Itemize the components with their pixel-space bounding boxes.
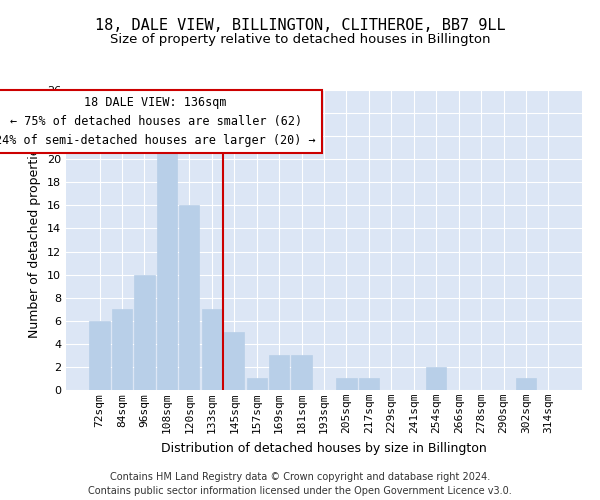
Y-axis label: Number of detached properties: Number of detached properties — [28, 142, 41, 338]
Text: Contains public sector information licensed under the Open Government Licence v3: Contains public sector information licen… — [88, 486, 512, 496]
Bar — [112, 309, 132, 390]
Text: Contains HM Land Registry data © Crown copyright and database right 2024.: Contains HM Land Registry data © Crown c… — [110, 472, 490, 482]
Bar — [89, 321, 110, 390]
Bar — [247, 378, 267, 390]
Text: 18, DALE VIEW, BILLINGTON, CLITHEROE, BB7 9LL: 18, DALE VIEW, BILLINGTON, CLITHEROE, BB… — [95, 18, 505, 32]
Text: Size of property relative to detached houses in Billington: Size of property relative to detached ho… — [110, 32, 490, 46]
Text: 18 DALE VIEW: 136sqm
← 75% of detached houses are smaller (62)
24% of semi-detac: 18 DALE VIEW: 136sqm ← 75% of detached h… — [0, 96, 316, 147]
Bar — [359, 378, 379, 390]
Bar — [516, 378, 536, 390]
Bar — [157, 148, 177, 390]
Bar — [179, 206, 199, 390]
Bar — [202, 309, 222, 390]
X-axis label: Distribution of detached houses by size in Billington: Distribution of detached houses by size … — [161, 442, 487, 454]
Bar — [292, 356, 311, 390]
Bar — [134, 274, 155, 390]
Bar — [224, 332, 244, 390]
Bar — [337, 378, 356, 390]
Bar — [426, 367, 446, 390]
Bar — [269, 356, 289, 390]
